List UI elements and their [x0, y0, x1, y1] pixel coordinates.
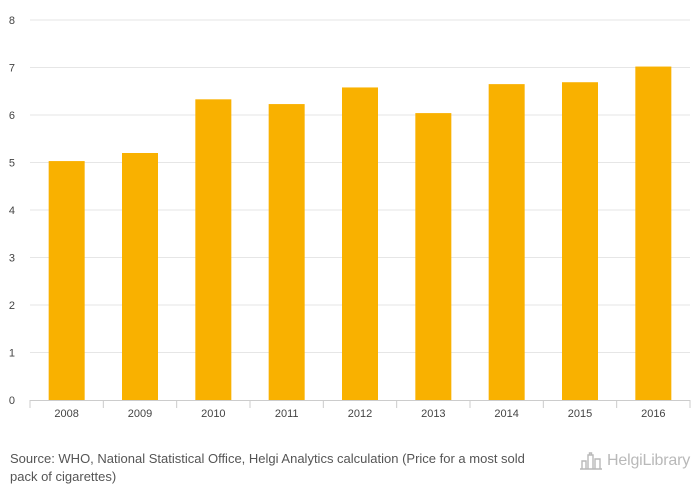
bar-2011[interactable] — [268, 104, 305, 400]
y-tick-label: 0 — [9, 395, 15, 407]
source-note: Source: WHO, National Statistical Office… — [10, 451, 525, 484]
bar-2014[interactable] — [488, 84, 525, 400]
x-axis — [29, 400, 691, 408]
y-tick-label: 5 — [9, 158, 15, 170]
y-tick-label: 3 — [9, 253, 15, 265]
x-tick-label: 2013 — [421, 408, 445, 420]
x-tick-label: 2015 — [568, 408, 592, 420]
y-tick-label: 8 — [9, 15, 15, 27]
y-tick-label: 7 — [9, 63, 15, 75]
y-tick-label: 2 — [9, 300, 15, 312]
x-tick-label: 2011 — [275, 408, 299, 420]
bars — [48, 66, 672, 401]
bar-2008[interactable] — [48, 161, 85, 400]
x-tick-label: 2008 — [54, 408, 78, 420]
bar-2012[interactable] — [342, 87, 378, 400]
brand-logo[interactable]: HelgiLibrary — [579, 452, 690, 470]
bar-2013[interactable] — [415, 113, 452, 400]
x-tick-label: 2016 — [641, 408, 665, 420]
x-tick-label: 2010 — [201, 408, 225, 420]
y-tick-label: 4 — [9, 205, 15, 217]
bar-2015[interactable] — [562, 82, 598, 400]
y-axis-labels: 0 1 2 3 4 5 6 7 8 — [9, 15, 15, 407]
city-skyline-icon — [579, 452, 603, 470]
y-tick-label: 1 — [9, 348, 15, 360]
bar-2016[interactable] — [635, 66, 672, 401]
x-tick-label: 2009 — [128, 408, 152, 420]
brand-text: HelgiLibrary — [607, 452, 690, 469]
x-tick-label: 2014 — [494, 408, 518, 420]
chart-footer: Source: WHO, National Statistical Office… — [0, 440, 700, 500]
x-tick-label: 2012 — [348, 408, 372, 420]
y-tick-label: 6 — [9, 110, 15, 122]
bar-2010[interactable] — [195, 99, 232, 400]
bar-2009[interactable] — [122, 153, 158, 400]
x-axis-labels: 2008 2009 2010 2011 2012 2013 2014 2015 2016 — [54, 408, 665, 420]
